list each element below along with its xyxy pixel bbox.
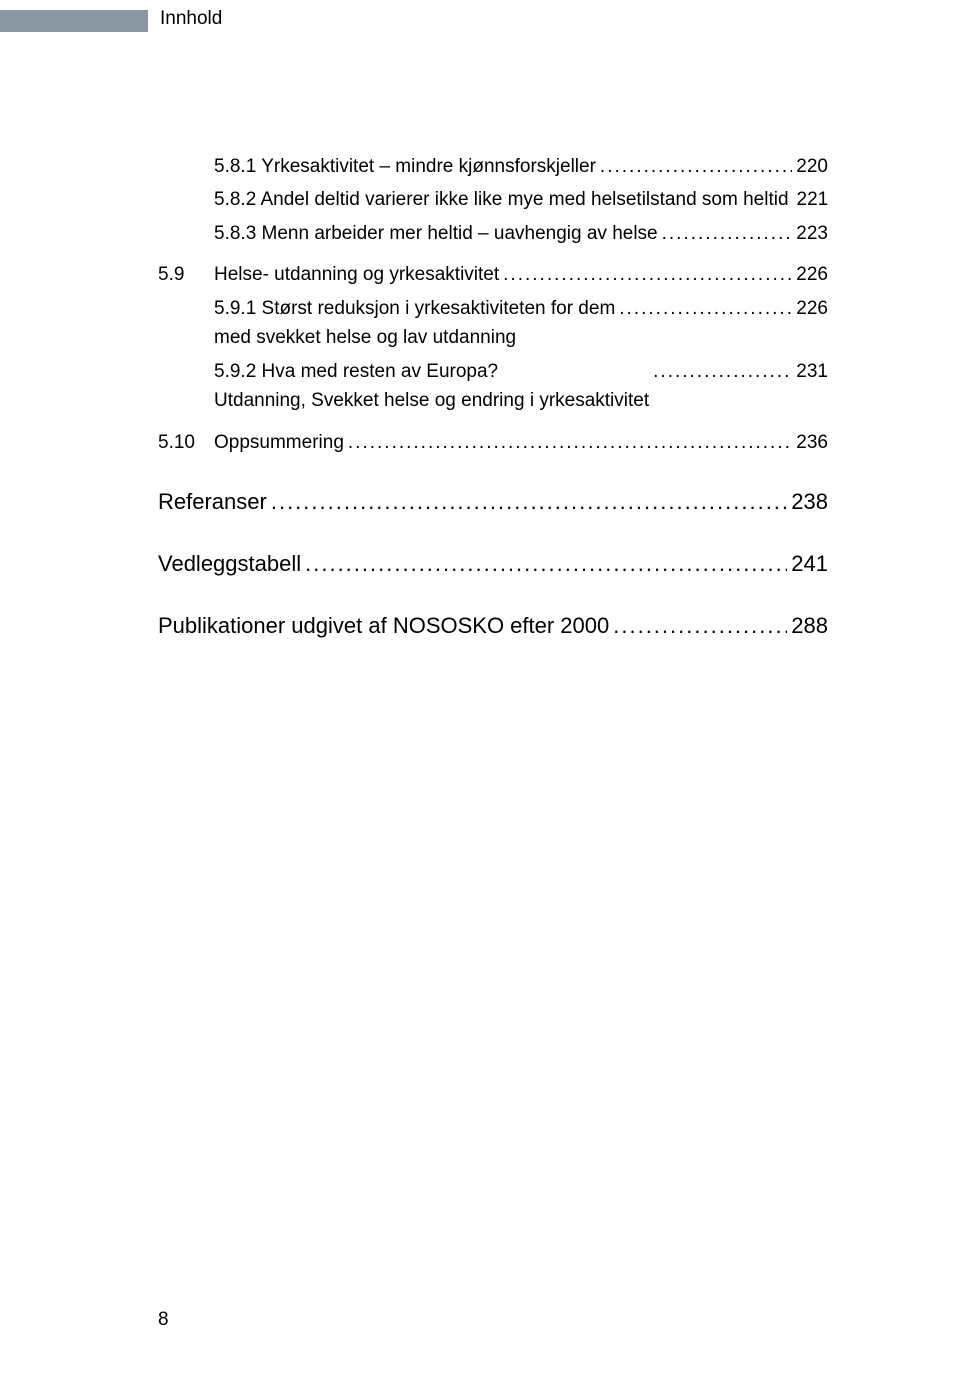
toc-label: 5.9.2 Hva med resten av Europa? Utdannin… xyxy=(214,357,649,416)
toc-leader xyxy=(305,547,787,581)
toc-page: 236 xyxy=(796,428,828,457)
toc-page: 226 xyxy=(796,294,828,323)
toc-entry: 5.8.1 Yrkesaktivitet – mindre kjønnsfors… xyxy=(158,152,828,181)
toc-leader xyxy=(619,294,792,323)
toc-entry: 5.9.1 Størst reduksjon i yrkesaktivitete… xyxy=(158,294,828,353)
toc-leader xyxy=(613,609,787,643)
toc-leader xyxy=(271,485,787,519)
header-title: Innhold xyxy=(160,8,222,30)
toc-entry: 5.8.2 Andel deltid varierer ikke like my… xyxy=(158,185,828,214)
toc-page: 238 xyxy=(791,485,828,519)
toc-page: 288 xyxy=(791,609,828,643)
toc-label: 5.8.3 Menn arbeider mer heltid – uavheng… xyxy=(214,219,658,248)
toc-leader xyxy=(600,152,792,181)
toc-label: 5.8.2 Andel deltid varierer ikke like my… xyxy=(214,185,789,214)
toc-entry: Referanser 238 xyxy=(158,485,828,519)
toc-page: 223 xyxy=(796,219,828,248)
toc-number: 5.10 xyxy=(158,428,214,457)
toc-leader xyxy=(348,428,792,457)
toc-page: 221 xyxy=(797,185,829,214)
toc-entry: 5.10 Oppsummering 236 xyxy=(158,428,828,457)
page-number: 8 xyxy=(158,1309,169,1331)
toc-entry: 5.8.3 Menn arbeider mer heltid – uavheng… xyxy=(158,219,828,248)
toc-label: Referanser xyxy=(158,485,267,519)
toc-label: Publikationer udgivet af NOSOSKO efter 2… xyxy=(158,609,609,643)
toc-label: Helse- utdanning og yrkesaktivitet xyxy=(214,260,499,289)
toc-entry: Vedleggstabell 241 xyxy=(158,547,828,581)
toc-leader xyxy=(662,219,793,248)
toc-page: 231 xyxy=(796,357,828,386)
toc-content: 5.8.1 Yrkesaktivitet – mindre kjønnsfors… xyxy=(158,148,828,643)
toc-entry: Publikationer udgivet af NOSOSKO efter 2… xyxy=(158,609,828,643)
toc-label: Oppsummering xyxy=(214,428,344,457)
toc-entry: 5.9 Helse- utdanning og yrkesaktivitet 2… xyxy=(158,260,828,289)
toc-label: 5.9.1 Størst reduksjon i yrkesaktivitete… xyxy=(214,294,615,353)
toc-page: 241 xyxy=(791,547,828,581)
toc-label: Vedleggstabell xyxy=(158,547,301,581)
toc-page: 220 xyxy=(796,152,828,181)
toc-page: 226 xyxy=(796,260,828,289)
toc-leader xyxy=(503,260,792,289)
header-accent-bar xyxy=(0,10,148,32)
toc-number: 5.9 xyxy=(158,260,214,289)
toc-label: 5.8.1 Yrkesaktivitet – mindre kjønnsfors… xyxy=(214,152,596,181)
toc-leader xyxy=(653,357,792,386)
page: Innhold 5.8.1 Yrkesaktivitet – mindre kj… xyxy=(0,0,960,1389)
toc-entry: 5.9.2 Hva med resten av Europa? Utdannin… xyxy=(158,357,828,416)
